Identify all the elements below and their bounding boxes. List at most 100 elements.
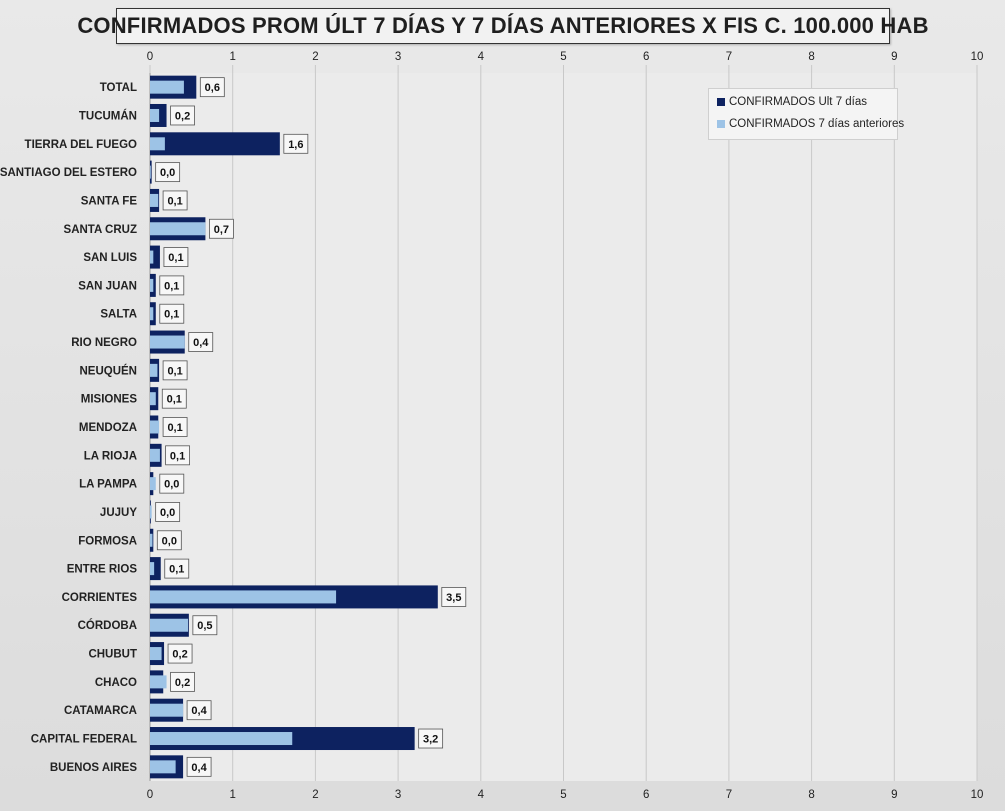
category-label: SANTA FE bbox=[81, 195, 138, 207]
tick-label-bottom-2: 2 bbox=[312, 789, 318, 801]
bar-anteriores bbox=[150, 590, 337, 604]
data-label: 0,1 bbox=[169, 564, 184, 576]
bar-anteriores bbox=[150, 732, 293, 746]
data-label-box bbox=[165, 445, 190, 466]
data-label-box bbox=[283, 133, 309, 154]
category-label: CÓRDOBA bbox=[78, 619, 137, 632]
data-label-box bbox=[186, 700, 212, 721]
bar-ult7 bbox=[150, 132, 280, 156]
bar-anteriores bbox=[150, 108, 160, 122]
bar-anteriores bbox=[150, 222, 206, 236]
data-label-box bbox=[188, 332, 214, 352]
tick-label-bottom-8: 8 bbox=[808, 789, 814, 801]
legend-swatch-ult7 bbox=[717, 98, 725, 106]
data-label-box bbox=[159, 275, 185, 296]
data-label: 0,2 bbox=[172, 649, 187, 661]
tick-label-top-0: 0 bbox=[147, 51, 153, 63]
data-label: 0,7 bbox=[214, 224, 229, 236]
category-label: MENDOZA bbox=[79, 422, 137, 434]
category-label: TUCUMÁN bbox=[79, 109, 137, 122]
tick-label-top-1: 1 bbox=[229, 51, 235, 63]
data-label: 3,2 bbox=[423, 734, 438, 746]
bar-anteriores bbox=[150, 448, 160, 462]
data-label-box bbox=[199, 77, 225, 98]
bar-anteriores bbox=[150, 278, 154, 292]
data-label-box bbox=[170, 105, 195, 126]
chart-legend: CONFIRMADOS Ult 7 días CONFIRMADOS 7 día… bbox=[708, 88, 904, 140]
data-label: 0,1 bbox=[164, 309, 179, 321]
bar-anteriores bbox=[150, 335, 185, 349]
tick-label-top-7: 7 bbox=[726, 51, 732, 63]
category-label: SAN LUIS bbox=[83, 252, 137, 264]
category-label: NEUQUÉN bbox=[79, 364, 137, 377]
data-label: 3,5 bbox=[446, 592, 461, 604]
data-label: 0,1 bbox=[164, 280, 179, 292]
data-label-box bbox=[162, 360, 188, 381]
data-label-box bbox=[155, 162, 181, 183]
bar-anteriores bbox=[150, 165, 151, 179]
category-label: CHACO bbox=[95, 677, 137, 689]
tick-label-bottom-0: 0 bbox=[147, 789, 153, 801]
bar-anteriores bbox=[150, 675, 167, 689]
data-label-box bbox=[186, 756, 212, 777]
tick-label-bottom-4: 4 bbox=[478, 789, 485, 801]
data-label: 0,1 bbox=[167, 365, 182, 377]
tick-label-bottom-9: 9 bbox=[891, 789, 897, 801]
data-label: 0,6 bbox=[205, 82, 220, 94]
data-label-box bbox=[163, 247, 189, 267]
category-label: CORRIENTES bbox=[62, 592, 138, 604]
data-label: 0,1 bbox=[170, 450, 185, 462]
data-label-box bbox=[164, 558, 190, 579]
data-label: 0,1 bbox=[168, 252, 183, 264]
data-label-box bbox=[162, 417, 188, 437]
data-label-box bbox=[156, 530, 182, 551]
tick-label-bottom-1: 1 bbox=[229, 789, 235, 801]
bar-ult7 bbox=[150, 245, 160, 269]
data-label-box bbox=[418, 728, 444, 749]
bar-ult7 bbox=[150, 557, 161, 581]
category-label: ENTRE RIOS bbox=[67, 564, 138, 576]
data-label: 0,5 bbox=[197, 620, 212, 632]
bar-anteriores bbox=[150, 562, 155, 576]
data-label-box bbox=[155, 502, 181, 522]
tick-label-bottom-5: 5 bbox=[560, 789, 566, 801]
data-label: 0,4 bbox=[191, 762, 207, 774]
data-label: 0,0 bbox=[164, 479, 179, 491]
category-label: SAN JUAN bbox=[78, 280, 137, 292]
data-label-box bbox=[192, 615, 218, 636]
data-label: 0,0 bbox=[160, 507, 175, 519]
data-label: 0,1 bbox=[167, 422, 182, 434]
bar-anteriores bbox=[150, 250, 154, 264]
data-label: 0,2 bbox=[175, 677, 190, 689]
data-label: 1,6 bbox=[288, 139, 303, 151]
data-label: 0,0 bbox=[160, 167, 175, 179]
bar-anteriores bbox=[150, 618, 189, 632]
data-label-box bbox=[209, 218, 234, 239]
tick-label-top-4: 4 bbox=[478, 51, 485, 63]
bar-anteriores bbox=[150, 505, 152, 519]
category-label: CAPITAL FEDERAL bbox=[31, 734, 137, 746]
data-label-box bbox=[170, 671, 195, 692]
tick-label-top-9: 9 bbox=[891, 51, 897, 63]
category-label: SANTA CRUZ bbox=[64, 224, 137, 236]
legend-label-anteriores: CONFIRMADOS 7 días anteriores bbox=[729, 118, 905, 130]
category-label: BUENOS AIRES bbox=[50, 762, 137, 774]
tick-label-top-6: 6 bbox=[643, 51, 649, 63]
bar-anteriores bbox=[150, 533, 153, 547]
category-label: JUJUY bbox=[100, 507, 137, 519]
category-label: TIERRA DEL FUEGO bbox=[25, 139, 138, 151]
chart-title: CONFIRMADOS PROM ÚLT 7 DÍAS Y 7 DÍAS ANT… bbox=[77, 13, 929, 38]
category-label: LA RIOJA bbox=[84, 450, 137, 462]
legend-label-ult7: CONFIRMADOS Ult 7 días bbox=[729, 96, 868, 108]
legend-item-ult7: CONFIRMADOS Ult 7 días bbox=[717, 96, 867, 108]
bar-anteriores bbox=[150, 392, 156, 406]
category-label: MISIONES bbox=[81, 394, 138, 406]
bar-anteriores bbox=[150, 307, 154, 321]
bar-anteriores bbox=[150, 760, 176, 774]
category-label: CHUBUT bbox=[88, 649, 137, 661]
legend-swatch-anteriores bbox=[717, 120, 725, 128]
data-label-box bbox=[441, 587, 467, 607]
category-label: FORMOSA bbox=[78, 535, 137, 547]
data-label-box bbox=[159, 303, 185, 324]
tick-label-bottom-3: 3 bbox=[395, 789, 401, 801]
